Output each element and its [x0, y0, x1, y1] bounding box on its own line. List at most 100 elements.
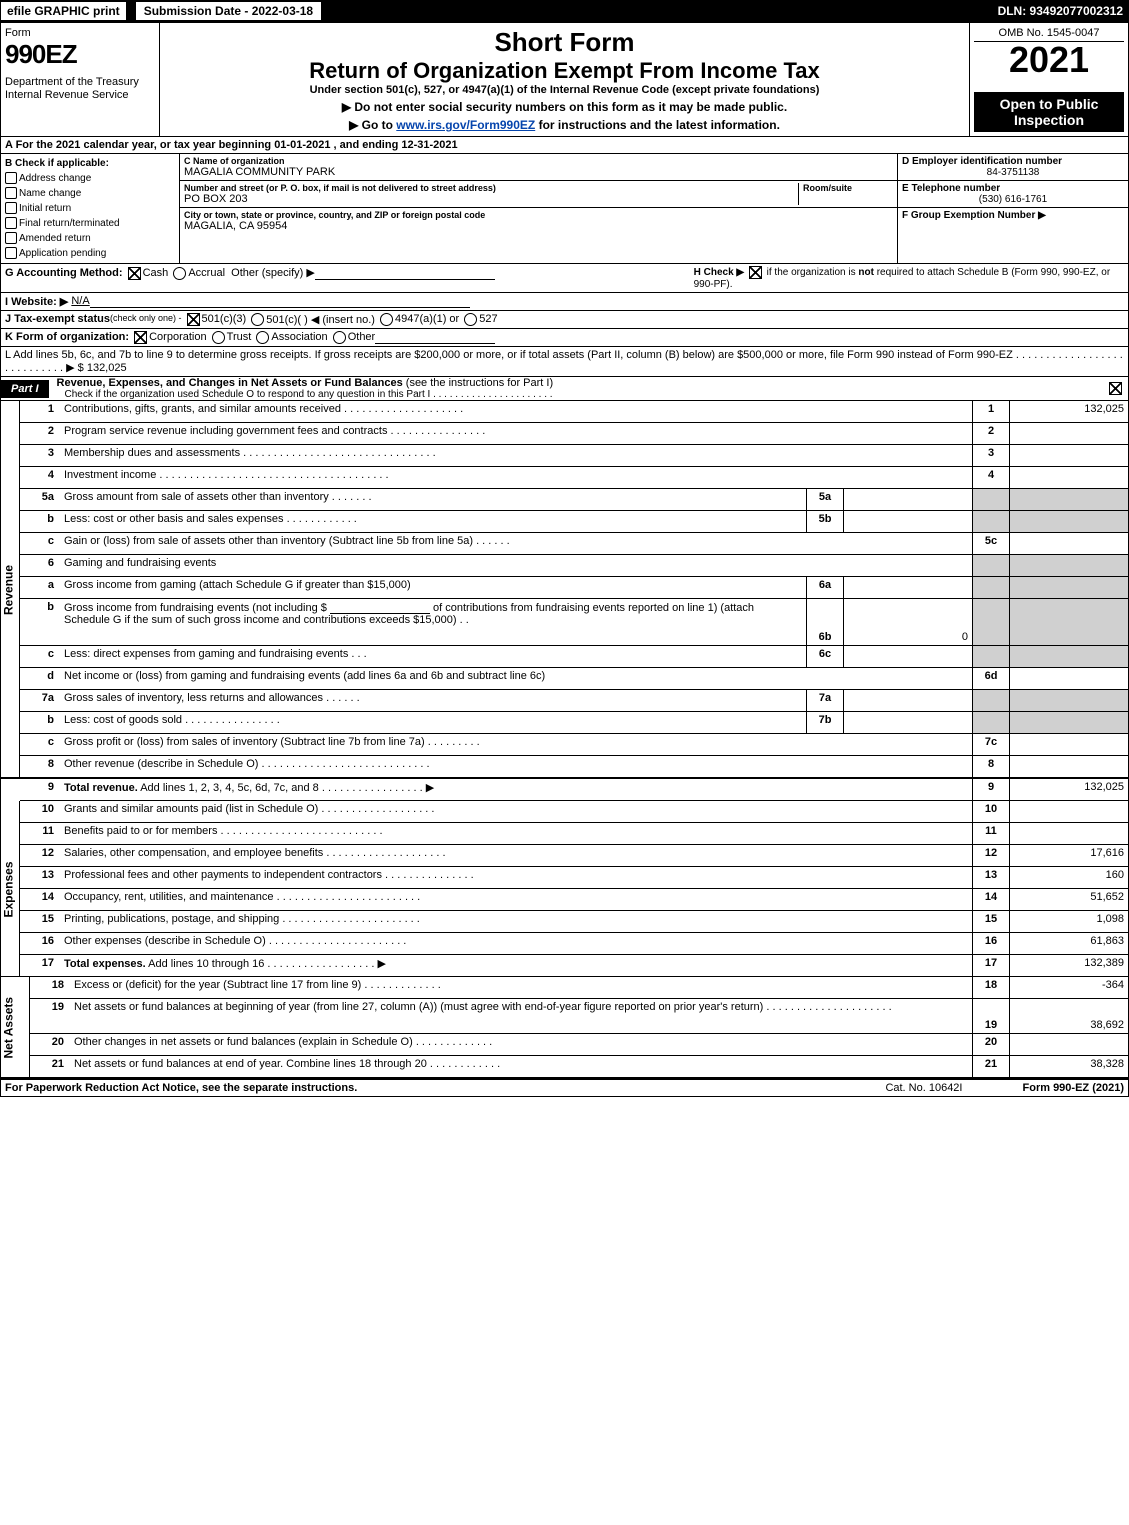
g-accrual: Accrual	[188, 267, 225, 279]
line-7c: c Gross profit or (loss) from sales of i…	[1, 734, 1129, 756]
l-text: L Add lines 5b, 6c, and 7b to line 9 to …	[5, 349, 1123, 374]
k-cb1	[134, 331, 147, 344]
part1-box: Part I	[1, 380, 49, 398]
c-name: MAGALIA COMMUNITY PARK	[184, 166, 893, 178]
h-cb	[749, 266, 762, 279]
g-cash-cb	[128, 267, 141, 280]
b-name-change: Name change	[5, 186, 175, 201]
j-label: J Tax-exempt status	[5, 313, 110, 326]
line-19: 19 Net assets or fund balances at beginn…	[1, 999, 1129, 1034]
line-10: Expenses 10 Grants and similar amounts p…	[1, 801, 1129, 823]
gh-row: G Accounting Method: Cash Accrual Other …	[0, 264, 1129, 293]
section-e: E Telephone number (530) 616-1761	[898, 180, 1128, 207]
j-opt1: 501(c)(3)	[202, 313, 247, 326]
line-6d: d Net income or (loss) from gaming and f…	[1, 668, 1129, 690]
section-l: L Add lines 5b, 6c, and 7b to line 9 to …	[0, 347, 1129, 377]
title-block: Form 990EZ Department of the Treasury In…	[0, 22, 1129, 137]
section-h: H Check ▶ if the organization is not req…	[694, 266, 1124, 290]
section-g: G Accounting Method: Cash Accrual Other …	[5, 266, 694, 290]
go-to-prefix: ▶ Go to	[349, 118, 396, 132]
l-value: 132,025	[87, 362, 127, 374]
d-label: D Employer identification number	[902, 156, 1124, 167]
dln-label: DLN: 93492077002312	[998, 4, 1129, 18]
j-opt2: 501(c)( ) ◀ (insert no.)	[266, 313, 375, 326]
k-cb4	[333, 331, 346, 344]
section-a: A For the 2021 calendar year, or tax yea…	[0, 137, 1129, 154]
info-right: D Employer identification number 84-3751…	[897, 154, 1128, 263]
go-to-link[interactable]: www.irs.gov/Form990EZ	[396, 118, 535, 132]
i-value: N/A	[71, 295, 89, 308]
k-opt1: Corporation	[149, 331, 206, 344]
j-cb2	[251, 313, 264, 326]
line-12: 12 Salaries, other compensation, and emp…	[1, 845, 1129, 867]
part1-sub: Check if the organization used Schedule …	[57, 389, 1107, 400]
h-label: H Check ▶	[694, 267, 744, 278]
c-city-block: City or town, state or province, country…	[180, 208, 897, 234]
line-5b: b Less: cost or other basis and sales ex…	[1, 511, 1129, 533]
k-cb2	[212, 331, 225, 344]
footer-bar: For Paperwork Reduction Act Notice, see …	[0, 1078, 1129, 1097]
c-street-block: Number and street (or P. O. box, if mail…	[180, 181, 897, 208]
revenue-table: Revenue 1 Contributions, gifts, grants, …	[0, 401, 1129, 801]
cat-no: Cat. No. 10642I	[885, 1082, 962, 1094]
line-1: Revenue 1 Contributions, gifts, grants, …	[1, 401, 1129, 423]
netassets-table: Net Assets 18 Excess or (deficit) for th…	[0, 977, 1129, 1078]
j-cb3	[380, 313, 393, 326]
c-name-label: C Name of organization	[184, 156, 893, 166]
k-opt3: Association	[271, 331, 327, 344]
line-13: 13 Professional fees and other payments …	[1, 867, 1129, 889]
i-label: I Website: ▶	[5, 295, 68, 308]
netassets-vlabel: Net Assets	[1, 977, 30, 1078]
k-label: K Form of organization:	[5, 331, 129, 344]
section-d: D Employer identification number 84-3751…	[898, 154, 1128, 180]
info-grid: B Check if applicable: Address change Na…	[0, 154, 1129, 264]
c-room-label: Room/suite	[803, 183, 893, 193]
form-no-footer: Form 990-EZ (2021)	[1023, 1082, 1125, 1094]
c-city: MAGALIA, CA 95954	[184, 220, 893, 232]
d-ein: 84-3751138	[902, 167, 1124, 178]
go-to-suffix: for instructions and the latest informat…	[535, 118, 780, 132]
submission-date: Submission Date - 2022-03-18	[135, 1, 322, 21]
k-cb3	[256, 331, 269, 344]
section-j: J Tax-exempt status (check only one) - 5…	[0, 311, 1129, 329]
section-c: C Name of organization MAGALIA COMMUNITY…	[180, 154, 897, 263]
line-6c: c Less: direct expenses from gaming and …	[1, 646, 1129, 668]
g-other: Other (specify) ▶	[231, 267, 315, 279]
form-word: Form	[5, 27, 155, 39]
open-public-label: Open to Public Inspection	[974, 92, 1124, 132]
c-name-block: C Name of organization MAGALIA COMMUNITY…	[180, 154, 897, 181]
c-street-label: Number and street (or P. O. box, if mail…	[184, 183, 798, 193]
line-15: 15 Printing, publications, postage, and …	[1, 911, 1129, 933]
part1-header: Part I Revenue, Expenses, and Changes in…	[0, 377, 1129, 401]
g-label: G Accounting Method:	[5, 267, 123, 279]
tax-year: 2021	[974, 42, 1124, 78]
form-number: 990EZ	[5, 39, 155, 70]
expenses-table: Expenses 10 Grants and similar amounts p…	[0, 801, 1129, 977]
b-amended: Amended return	[5, 231, 175, 246]
line-3: 3 Membership dues and assessments . . . …	[1, 445, 1129, 467]
line-21: 21 Net assets or fund balances at end of…	[1, 1056, 1129, 1078]
g-cash: Cash	[143, 267, 169, 279]
line-8: 8 Other revenue (describe in Schedule O)…	[1, 756, 1129, 779]
short-form-title: Short Form	[168, 27, 961, 58]
line-4: 4 Investment income . . . . . . . . . . …	[1, 467, 1129, 489]
b-final: Final return/terminated	[5, 216, 175, 231]
line-2: 2 Program service revenue including gove…	[1, 423, 1129, 445]
section-f: F Group Exemption Number ▶	[898, 207, 1128, 223]
line-16: 16 Other expenses (describe in Schedule …	[1, 933, 1129, 955]
paperwork-notice: For Paperwork Reduction Act Notice, see …	[5, 1082, 357, 1094]
e-label: E Telephone number	[902, 183, 1124, 194]
line-5a: 5a Gross amount from sale of assets othe…	[1, 489, 1129, 511]
b-pending: Application pending	[5, 246, 175, 261]
do-not-text: ▶ Do not enter social security numbers o…	[168, 100, 961, 114]
under-section: Under section 501(c), 527, or 4947(a)(1)…	[168, 84, 961, 96]
title-center: Short Form Return of Organization Exempt…	[160, 23, 969, 136]
j-opt4: 527	[479, 313, 497, 326]
part1-title: Revenue, Expenses, and Changes in Net As…	[49, 377, 1107, 400]
return-title: Return of Organization Exempt From Incom…	[168, 58, 961, 84]
line-11: 11 Benefits paid to or for members . . .…	[1, 823, 1129, 845]
j-opt3: 4947(a)(1) or	[395, 313, 459, 326]
e-phone: (530) 616-1761	[902, 194, 1124, 205]
j-cb4	[464, 313, 477, 326]
title-right: OMB No. 1545-0047 2021 Open to Public In…	[969, 23, 1128, 136]
